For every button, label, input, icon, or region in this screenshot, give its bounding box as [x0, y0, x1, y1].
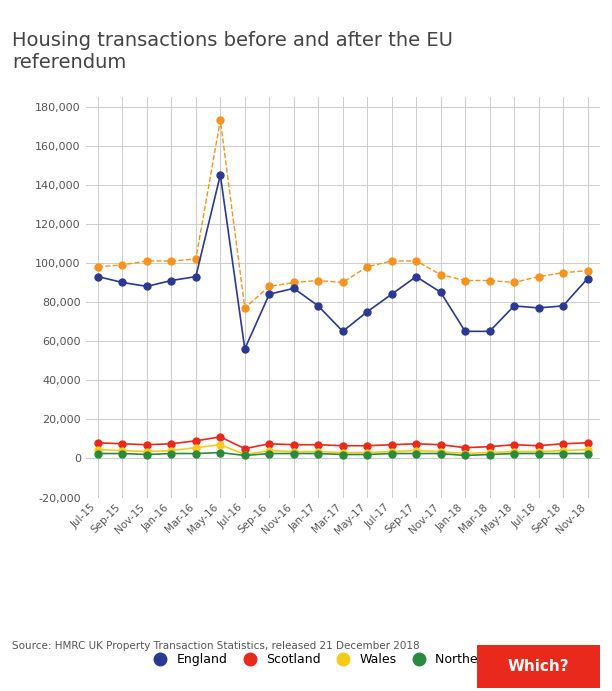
- Text: Source: HMRC UK Property Transaction Statistics, released 21 December 2018: Source: HMRC UK Property Transaction Sta…: [12, 641, 420, 651]
- Legend: UK (seasonally adjusted): UK (seasonally adjusted): [245, 688, 440, 691]
- Text: Housing transactions before and after the EU
referendum: Housing transactions before and after th…: [12, 31, 453, 72]
- Text: Which?: Which?: [508, 659, 569, 674]
